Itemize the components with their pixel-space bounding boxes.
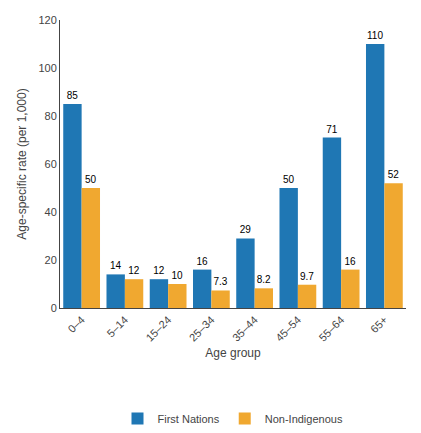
svg-text:85: 85	[67, 90, 79, 101]
svg-text:20: 20	[45, 254, 57, 266]
svg-text:14: 14	[110, 260, 122, 271]
svg-text:35–44: 35–44	[230, 314, 260, 344]
svg-text:55–64: 55–64	[316, 314, 346, 344]
svg-text:9.7: 9.7	[300, 271, 314, 282]
svg-text:0–4: 0–4	[65, 314, 86, 335]
svg-text:15–24: 15–24	[143, 314, 173, 344]
svg-text:80: 80	[45, 110, 57, 122]
svg-text:50: 50	[283, 174, 295, 185]
svg-text:50: 50	[85, 174, 97, 185]
svg-text:52: 52	[388, 169, 400, 180]
svg-text:7.3: 7.3	[213, 276, 227, 287]
svg-text:40: 40	[45, 206, 57, 218]
svg-text:16: 16	[345, 256, 357, 267]
svg-text:71: 71	[326, 124, 338, 135]
svg-text:8.2: 8.2	[257, 274, 271, 285]
svg-text:65+: 65+	[368, 314, 390, 336]
svg-text:120: 120	[38, 14, 56, 26]
svg-text:First Nations: First Nations	[158, 413, 220, 425]
svg-text:Non-Indigenous: Non-Indigenous	[265, 413, 343, 425]
svg-text:45–54: 45–54	[273, 314, 303, 344]
svg-text:16: 16	[196, 256, 208, 267]
svg-text:Age-specific rate (per 1,000): Age-specific rate (per 1,000)	[15, 88, 29, 239]
svg-text:25–34: 25–34	[187, 314, 217, 344]
svg-text:10: 10	[172, 270, 184, 281]
svg-text:Age group: Age group	[205, 346, 261, 360]
svg-text:100: 100	[38, 62, 56, 74]
svg-text:60: 60	[45, 158, 57, 170]
svg-text:29: 29	[240, 224, 252, 235]
svg-text:12: 12	[153, 265, 165, 276]
svg-text:0: 0	[51, 302, 57, 314]
svg-text:12: 12	[128, 265, 140, 276]
svg-text:5–14: 5–14	[104, 314, 130, 340]
svg-text:110: 110	[367, 30, 383, 41]
